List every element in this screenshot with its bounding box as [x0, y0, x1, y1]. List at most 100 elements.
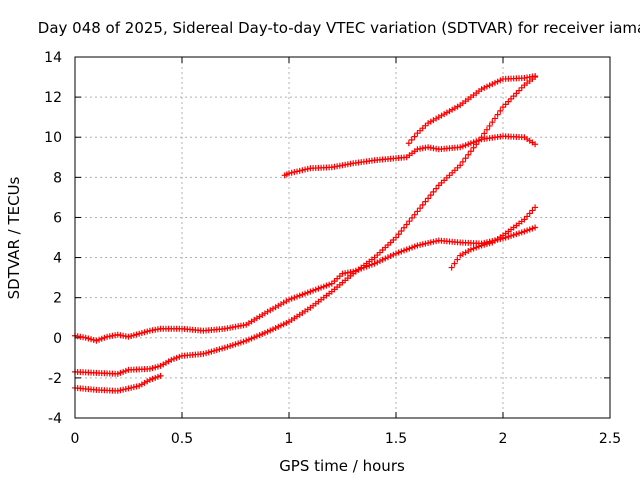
data-point — [128, 333, 135, 340]
x-tick-label: 1.5 — [385, 431, 407, 447]
data-point — [267, 327, 274, 334]
data-point — [283, 319, 290, 326]
data-point — [513, 231, 520, 238]
data-point — [532, 141, 539, 148]
data-point — [486, 82, 493, 89]
data-point — [240, 338, 247, 345]
data-point — [524, 227, 531, 234]
y-tick-label: 6 — [53, 210, 62, 226]
data-point — [117, 387, 124, 394]
data-point — [154, 363, 161, 370]
data-point — [136, 330, 143, 337]
data-point — [395, 249, 402, 256]
data-point — [417, 205, 424, 212]
y-tick-label: 12 — [44, 90, 62, 106]
data-point — [149, 365, 156, 372]
data-point — [473, 138, 480, 145]
data-point — [122, 386, 129, 393]
data-point — [454, 256, 461, 263]
data-point — [459, 143, 466, 150]
data-point — [117, 369, 124, 376]
data-point — [144, 328, 151, 335]
data-point — [291, 294, 298, 301]
data-point — [502, 101, 509, 108]
grid-lines — [75, 57, 610, 418]
data-point — [141, 329, 148, 336]
data-point — [405, 140, 412, 147]
data-point — [467, 148, 474, 155]
data-point — [473, 244, 480, 251]
data-point — [491, 115, 498, 122]
x-tick-label: 2 — [499, 431, 508, 447]
data-point — [114, 370, 121, 377]
data-point — [133, 331, 140, 338]
series-track-3 — [72, 372, 164, 394]
data-point — [387, 253, 394, 260]
data-point — [390, 251, 397, 258]
data-point — [489, 119, 496, 126]
data-point — [510, 231, 517, 238]
data-point — [232, 341, 239, 348]
data-point — [152, 374, 159, 381]
data-point — [296, 292, 303, 299]
data-point — [382, 255, 389, 262]
data-point — [462, 155, 469, 162]
data-point — [494, 78, 501, 85]
data-point — [219, 345, 226, 352]
data-point — [393, 234, 399, 241]
data-point — [508, 232, 515, 239]
data-point — [419, 201, 426, 208]
data-point — [403, 246, 410, 253]
series-track-4 — [281, 133, 539, 179]
data-point — [411, 133, 418, 140]
data-point — [478, 242, 485, 249]
y-tick-label: -4 — [48, 411, 62, 427]
data-point — [526, 210, 533, 217]
chart-title: Day 048 of 2025, Sidereal Day-to-day VTE… — [38, 19, 640, 37]
y-tick-label: 8 — [53, 170, 62, 186]
data-point — [176, 353, 183, 360]
data-point — [422, 198, 429, 205]
data-point — [483, 241, 490, 248]
data-point — [323, 282, 330, 289]
data-point — [120, 386, 127, 393]
data-point — [521, 216, 528, 223]
x-tick-label: 2.5 — [599, 431, 621, 447]
data-point — [302, 166, 309, 173]
data-point — [465, 151, 472, 158]
data-point — [422, 240, 429, 247]
data-point — [516, 87, 523, 94]
data-point — [251, 334, 258, 341]
data-point — [470, 144, 477, 151]
data-point — [411, 243, 418, 250]
y-tick-label: 2 — [53, 291, 62, 307]
data-point — [470, 245, 477, 252]
data-point — [532, 73, 539, 80]
data-point — [307, 288, 314, 295]
data-point — [529, 207, 536, 214]
data-point — [462, 142, 469, 149]
data-point — [521, 228, 528, 235]
data-point — [294, 293, 301, 300]
data-point — [518, 229, 525, 236]
data-point — [510, 93, 517, 100]
data-point — [213, 347, 220, 354]
data-point — [411, 211, 418, 218]
data-point — [125, 385, 132, 392]
data-point — [532, 224, 539, 231]
y-tick-label: 14 — [44, 50, 62, 66]
y-tick-label: 0 — [53, 331, 62, 347]
data-point — [122, 367, 129, 374]
data-point — [85, 335, 92, 342]
data-point — [398, 248, 405, 255]
data-point — [457, 144, 464, 151]
data-point — [275, 323, 282, 330]
data-point — [101, 334, 108, 341]
data-point — [200, 350, 207, 357]
data-point — [320, 283, 327, 290]
data-point — [299, 167, 306, 174]
data-point — [427, 239, 434, 246]
data-point — [481, 130, 488, 137]
x-tick-label: 1 — [285, 431, 294, 447]
